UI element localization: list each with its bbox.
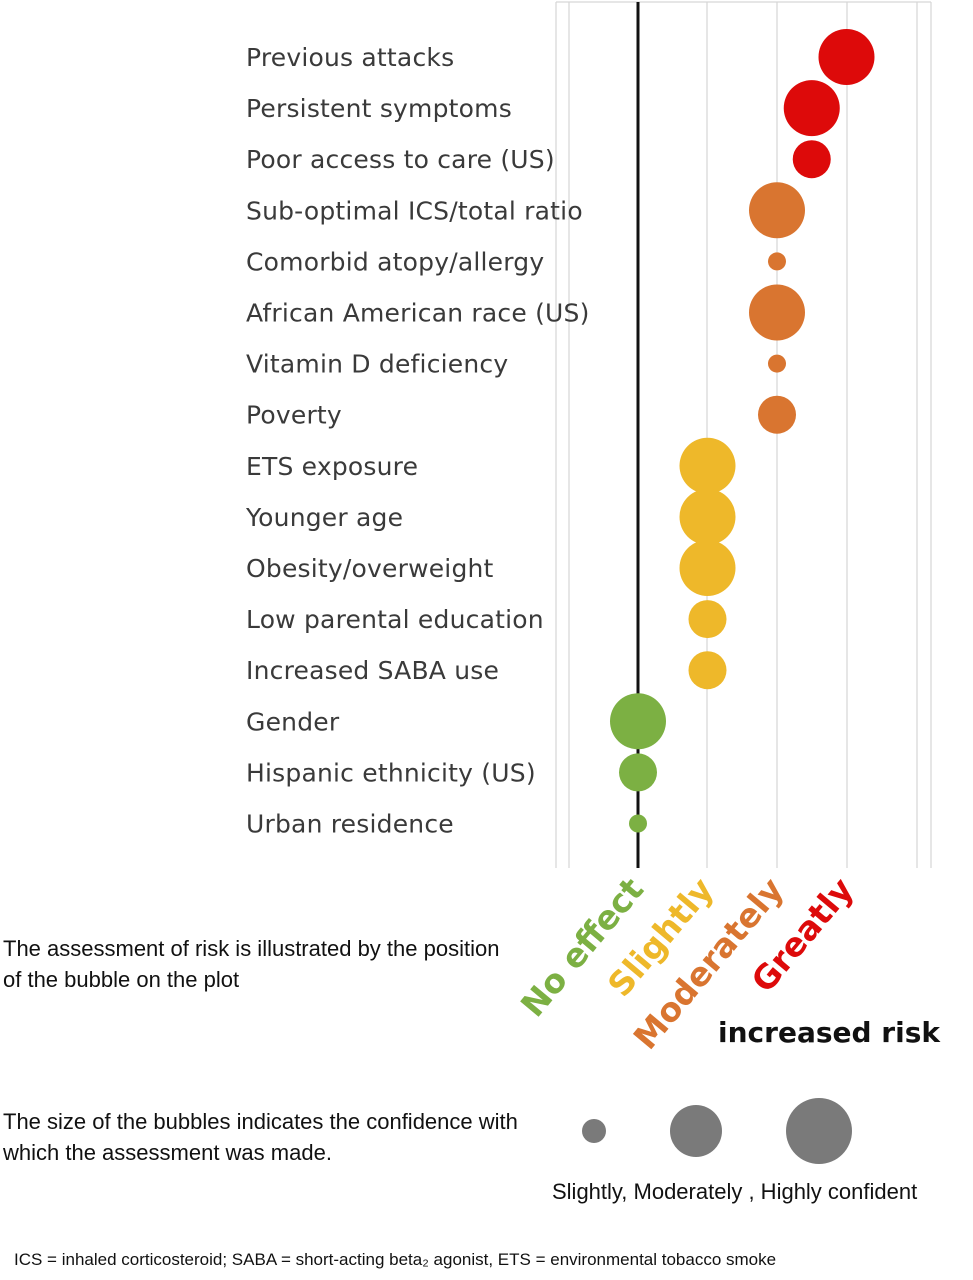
- abbreviations-footnote: ICS = inhaled corticosteroid; SABA = sho…: [14, 1250, 777, 1269]
- bubble-increased-saba-use: [688, 651, 727, 690]
- bubble-younger-age: [679, 488, 736, 545]
- bubble-urban-residence: [629, 814, 647, 833]
- confidence-legend-bubble-1: [582, 1119, 606, 1143]
- confidence-legend-bubble-3: [786, 1098, 852, 1164]
- position-explanation: The assessment of risk is illustrated by…: [3, 936, 500, 992]
- confidence-legend-caption: Slightly, Moderately , Highly confident: [552, 1179, 918, 1204]
- size-explanation: The size of the bubbles indicates the co…: [3, 1109, 518, 1165]
- row-label-persistent-symptoms: Persistent symptoms: [246, 94, 512, 123]
- chart-gridlines: [555, 1, 932, 868]
- row-label-comorbid-atopy-allergy: Comorbid atopy/allergy: [246, 247, 544, 276]
- bubble-ets-exposure: [679, 437, 736, 494]
- bubble-poor-access-to-care-us: [792, 140, 831, 179]
- risk-factor-labels: Previous attacks Persistent symptoms Poor …: [245, 43, 590, 839]
- row-label-hispanic-ethnicity-us: Hispanic ethnicity (US): [246, 758, 536, 787]
- row-label-gender: Gender: [246, 707, 340, 736]
- confidence-legend-bubble-2: [670, 1105, 722, 1157]
- row-label-previous-attacks: Previous attacks: [246, 43, 454, 72]
- risk-bubbles: [610, 29, 875, 833]
- bubble-comorbid-atopy-allergy: [768, 252, 786, 271]
- row-label-low-parental-education: Low parental education: [246, 605, 544, 634]
- row-label-vitamin-d-deficiency: Vitamin D deficiency: [246, 350, 508, 379]
- row-label-obesity-overweight: Obesity/overweight: [246, 554, 494, 583]
- bubble-previous-attacks: [818, 29, 875, 85]
- bubble-poverty: [758, 395, 796, 434]
- bubble-gender: [610, 693, 666, 750]
- axis-title: increased risk: [718, 1016, 941, 1049]
- bubble-sub-optimal-ics-total-ratio: [749, 182, 805, 239]
- row-label-urban-residence: Urban residence: [246, 810, 454, 839]
- bubble-hispanic-ethnicity-us: [619, 753, 657, 792]
- bubble-low-parental-education: [688, 600, 727, 639]
- bubble-vitamin-d-deficiency: [768, 354, 786, 373]
- bubble-african-american-race-us: [749, 284, 805, 341]
- confidence-size-legend: [582, 1098, 852, 1164]
- row-label-poor-access-to-care-us: Poor access to care (US): [246, 145, 555, 174]
- bubble-persistent-symptoms: [783, 80, 840, 137]
- row-label-ets-exposure: ETS exposure: [246, 452, 418, 481]
- row-label-younger-age: Younger age: [245, 503, 403, 532]
- row-label-sub-optimal-ics-total-ratio: Sub-optimal ICS/total ratio: [246, 196, 583, 225]
- row-label-poverty: Poverty: [246, 401, 342, 430]
- bubble-obesity-overweight: [679, 540, 736, 596]
- row-label-african-american-race-us: African American race (US): [246, 299, 590, 328]
- row-label-increased-saba-use: Increased SABA use: [246, 656, 499, 685]
